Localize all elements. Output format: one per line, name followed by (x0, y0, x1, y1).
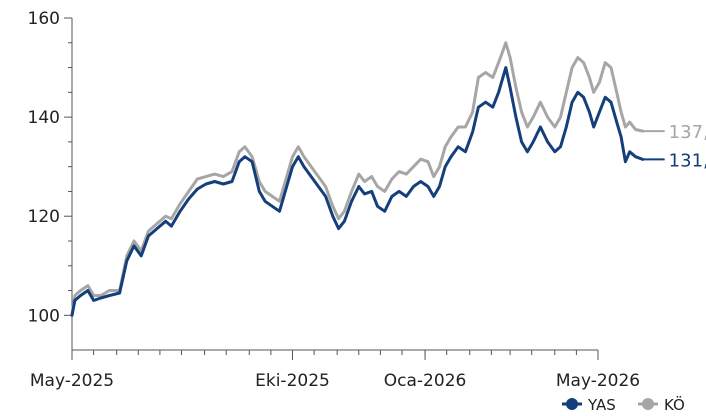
legend-swatch-marker (566, 398, 578, 410)
legend-label-yas: YAS (587, 396, 616, 414)
end-labels: 131,46 137,17 (642, 122, 706, 171)
x-tick-label: May-2026 (556, 371, 640, 391)
legend-swatch-marker (642, 398, 654, 410)
y-tick-label: 120 (28, 207, 60, 227)
y-tick-label: 160 (28, 9, 60, 29)
x-tick-label: May-2025 (30, 371, 114, 391)
x-tick-label: Oca-2026 (384, 371, 467, 391)
series-line-ko (70, 41, 645, 317)
end-label-yas: 131,46 (669, 150, 706, 171)
end-label-ko: 137,17 (669, 122, 706, 143)
axes: 100 120 140 160 May-2025 Eki-2025 Oca-2026 May-… (28, 9, 641, 391)
x-tick-label: Eki-2025 (255, 371, 330, 391)
y-tick-label: 140 (28, 108, 60, 128)
series-line-yas (70, 66, 645, 317)
legend: YAS KÖ (562, 395, 685, 414)
legend-label-ko: KÖ (664, 395, 685, 414)
series-lines (70, 41, 645, 317)
y-tick-label: 100 (28, 306, 60, 326)
